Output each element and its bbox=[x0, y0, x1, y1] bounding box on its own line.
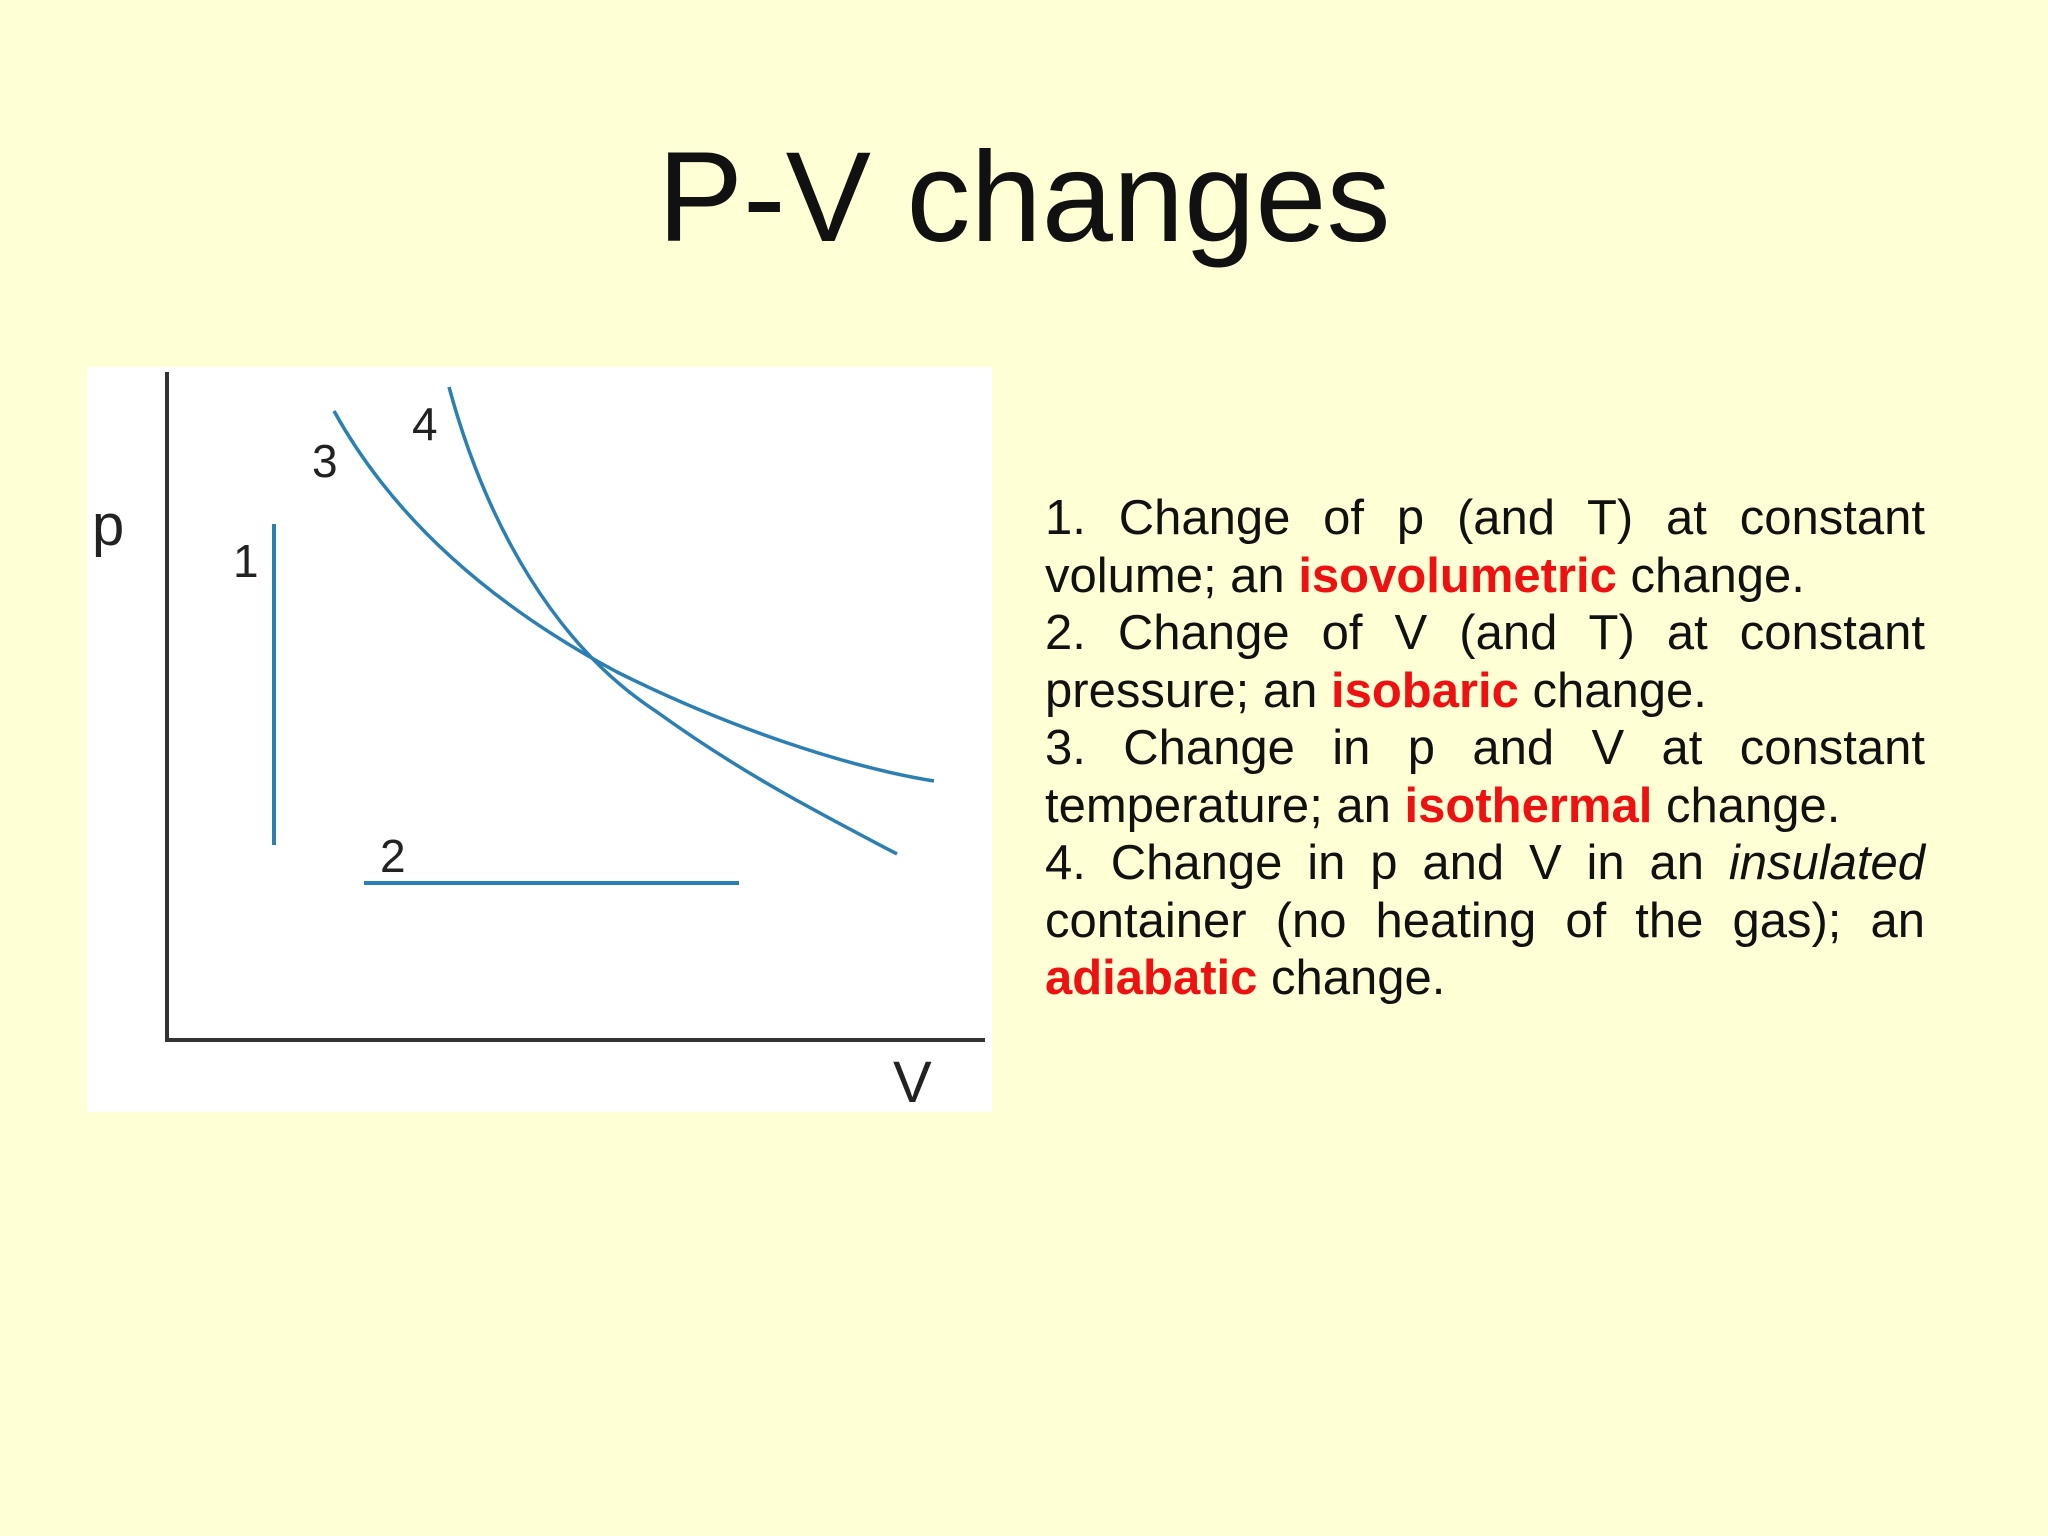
item-4-middle: container (no heating of the gas); an bbox=[1045, 893, 1925, 948]
term-isobaric: isobaric bbox=[1331, 663, 1519, 718]
pv-diagram-svg: p V 1 2 3 4 bbox=[92, 372, 985, 1112]
slide-title: P-V changes bbox=[657, 126, 1391, 269]
item-4-text: 4. Change in p and V in an bbox=[1045, 836, 1729, 890]
curve-4-adiabatic bbox=[447, 386, 898, 856]
item-3-tail: change. bbox=[1652, 778, 1841, 833]
item-4-tail: change. bbox=[1257, 951, 1446, 1005]
term-isovolumetric: isovolumetric bbox=[1298, 548, 1617, 603]
pv-diagram: p V 1 2 3 4 bbox=[87, 367, 992, 1112]
description-item-3: 3. Change in p and V at constant tempera… bbox=[1045, 720, 1925, 835]
description-list: 1. Change of p (and T) at constant volum… bbox=[1045, 490, 1925, 1008]
curve-4-label: 4 bbox=[412, 398, 438, 450]
item-1-tail: change. bbox=[1616, 548, 1805, 603]
description-item-2: 2. Change of V (and T) at constant press… bbox=[1045, 605, 1925, 720]
term-isothermal: isothermal bbox=[1404, 778, 1653, 833]
curve-3-label: 3 bbox=[312, 435, 338, 487]
item-3-text: 3. Change in p and V at constant tempera… bbox=[1045, 721, 1925, 833]
curve-1-label: 1 bbox=[233, 535, 259, 587]
item-2-tail: change. bbox=[1518, 663, 1707, 718]
curve-2-label: 2 bbox=[380, 830, 406, 882]
item-1-text: 1. Change of p (and T) at constant volum… bbox=[1045, 491, 1925, 603]
x-axis-label: V bbox=[893, 1050, 932, 1112]
description-item-1: 1. Change of p (and T) at constant volum… bbox=[1045, 490, 1925, 605]
curve-3-isothermal bbox=[332, 410, 935, 783]
y-axis-label: p bbox=[92, 493, 124, 558]
description-item-4: 4. Change in p and V in an insulated con… bbox=[1045, 835, 1925, 1008]
item-2-text: 2. Change of V (and T) at constant press… bbox=[1045, 606, 1925, 718]
item-4-italic: insulated bbox=[1728, 836, 1925, 890]
term-adiabatic: adiabatic bbox=[1045, 951, 1258, 1005]
